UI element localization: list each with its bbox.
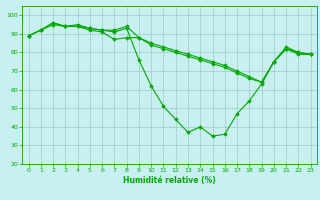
X-axis label: Humidité relative (%): Humidité relative (%) [123, 176, 216, 185]
